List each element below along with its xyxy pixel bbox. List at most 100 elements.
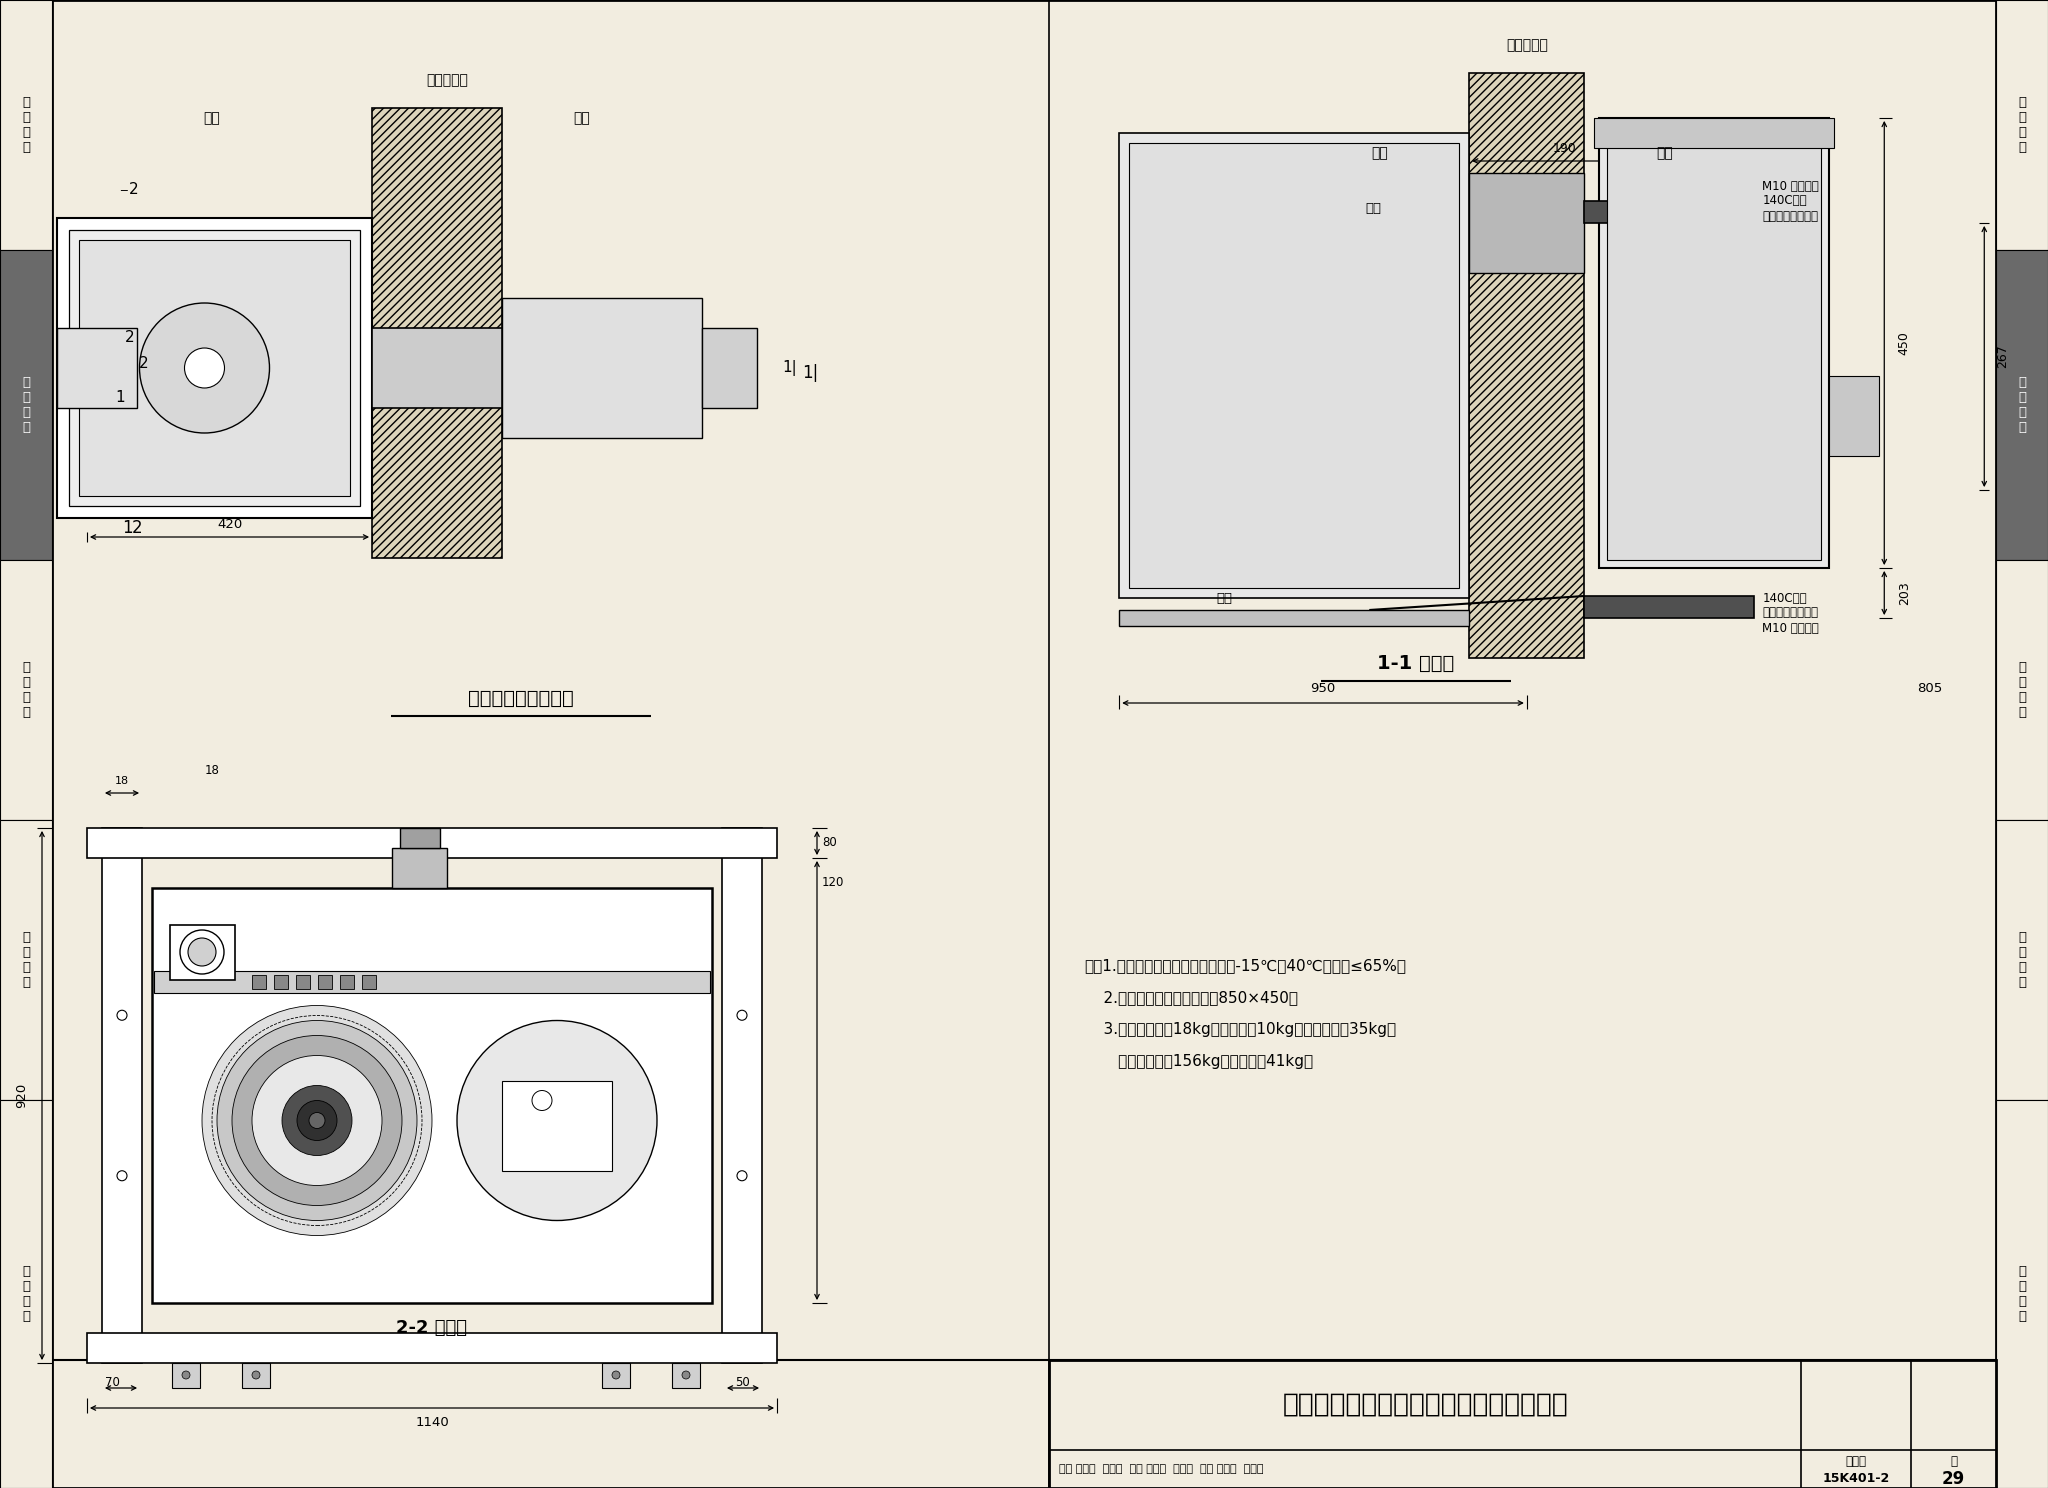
Text: 页: 页 (1950, 1455, 1958, 1467)
Circle shape (188, 937, 215, 966)
Text: 工
程
实
例: 工 程 实 例 (23, 1265, 31, 1323)
Bar (0, 0, 51, 1488)
Text: 非承重墙体: 非承重墙体 (426, 73, 467, 86)
Text: 固定于临近柱子处: 固定于临近柱子处 (1761, 210, 1819, 223)
Circle shape (737, 1171, 748, 1181)
Bar (702, 327, 758, 408)
Text: 2: 2 (131, 519, 141, 537)
Circle shape (184, 348, 225, 388)
Text: 设
计
说
明: 设 计 说 明 (2017, 97, 2025, 153)
Text: 2: 2 (125, 330, 135, 345)
Text: 施
工
安
装: 施 工 安 装 (23, 376, 31, 434)
Circle shape (297, 1101, 338, 1140)
Text: 3.主机外壳重量18kg；烟囱重量10kg；燃烧器重量35kg；: 3.主机外壳重量18kg；烟囱重量10kg；燃烧器重量35kg； (1083, 1022, 1397, 1037)
Text: 2-2 剖面图: 2-2 剖面图 (397, 1318, 467, 1338)
Bar (373, 327, 502, 408)
Bar (1120, 610, 1468, 626)
Text: 203: 203 (1898, 582, 1911, 606)
Circle shape (217, 1021, 418, 1220)
Text: 非承重墙体: 非承重墙体 (1505, 39, 1548, 52)
Text: 室内: 室内 (573, 112, 590, 125)
Circle shape (682, 1370, 690, 1379)
Bar (1997, 1100, 2048, 1488)
Text: 805: 805 (1917, 683, 1942, 695)
Bar (1829, 376, 1880, 455)
Text: 注：1.燃烧器的工作环境要求：温度-15℃～40℃，湿度≤65%。: 注：1.燃烧器的工作环境要求：温度-15℃～40℃，湿度≤65%。 (1083, 958, 1407, 973)
Text: 920: 920 (16, 1083, 29, 1109)
Bar (86, 827, 776, 859)
Text: 1|: 1| (803, 365, 819, 382)
Bar (252, 975, 266, 990)
Bar (172, 1363, 201, 1388)
Text: 支架: 支架 (1217, 592, 1233, 604)
Text: 1|: 1| (782, 360, 797, 376)
Bar (80, 240, 350, 496)
Text: 电
气
控
制: 电 气 控 制 (23, 931, 31, 990)
Text: 烟囱: 烟囱 (1366, 201, 1380, 214)
Text: 1-1 剖面图: 1-1 剖面图 (1376, 653, 1454, 673)
Bar (242, 1363, 270, 1388)
Bar (399, 827, 440, 848)
Text: ─: ─ (121, 185, 127, 195)
Bar (152, 888, 713, 1303)
Text: 1: 1 (115, 390, 125, 406)
Text: 18: 18 (115, 777, 129, 786)
Bar (0, 820, 51, 1100)
Bar (297, 975, 309, 990)
Bar (102, 827, 141, 1363)
Text: 低温辐射管燃烧器安装大样（非承重墙）: 低温辐射管燃烧器安装大样（非承重墙） (1282, 1391, 1569, 1418)
Text: 50: 50 (735, 1376, 750, 1390)
Text: 固定于临近柱子处: 固定于临近柱子处 (1761, 607, 1819, 619)
Circle shape (612, 1370, 621, 1379)
Bar (70, 231, 360, 506)
Text: 80: 80 (821, 836, 838, 850)
Bar (57, 327, 137, 408)
Text: 工
程
实
例: 工 程 实 例 (2017, 1265, 2025, 1323)
Text: 室外: 室外 (203, 112, 221, 125)
Text: 2: 2 (129, 183, 139, 198)
Bar (672, 1363, 700, 1388)
Bar (1593, 118, 1835, 147)
Text: 室外: 室外 (1370, 146, 1389, 161)
Text: 设
计
说
明: 设 计 说 明 (23, 97, 31, 153)
Bar (0, 1100, 51, 1488)
Text: 29: 29 (1942, 1470, 1966, 1488)
Text: 1: 1 (121, 519, 133, 537)
Circle shape (252, 1055, 383, 1186)
Circle shape (182, 1370, 190, 1379)
Text: 1140: 1140 (416, 1415, 449, 1428)
Text: 450: 450 (1898, 330, 1911, 356)
Text: 140C型钢: 140C型钢 (1761, 195, 1806, 207)
Bar (86, 1333, 776, 1363)
Circle shape (139, 304, 270, 433)
Text: 图集号: 图集号 (1845, 1455, 1866, 1467)
Text: 140C型钢: 140C型钢 (1761, 592, 1806, 604)
Bar (317, 975, 332, 990)
Bar (391, 848, 446, 888)
Bar (1389, 173, 1450, 272)
Bar (502, 298, 702, 437)
Text: 主机主体重量156kg；支架重量41kg。: 主机主体重量156kg；支架重量41kg。 (1083, 1054, 1313, 1068)
Bar (170, 926, 236, 981)
Bar (57, 219, 373, 518)
Bar (0, 0, 51, 250)
Text: 施
工
安
装: 施 工 安 装 (2017, 376, 2025, 434)
Bar (1120, 132, 1468, 598)
Text: 15K401-2: 15K401-2 (1823, 1472, 1890, 1485)
Bar (362, 975, 377, 990)
Bar (1585, 201, 1755, 223)
Text: M10 加固螺栓: M10 加固螺栓 (1761, 180, 1819, 192)
Text: 267: 267 (1995, 345, 2009, 369)
Bar (1049, 1360, 1997, 1488)
Text: 室内: 室内 (1657, 146, 1673, 161)
Circle shape (457, 1021, 657, 1220)
Bar (340, 975, 354, 990)
Bar (0, 559, 51, 820)
Circle shape (180, 930, 223, 975)
Text: 主机燃烧单元安装图: 主机燃烧单元安装图 (467, 689, 573, 707)
Bar (1997, 0, 2048, 1488)
Circle shape (231, 1036, 401, 1205)
Text: 120: 120 (821, 876, 844, 890)
Bar (723, 827, 762, 1363)
Bar (373, 109, 502, 558)
